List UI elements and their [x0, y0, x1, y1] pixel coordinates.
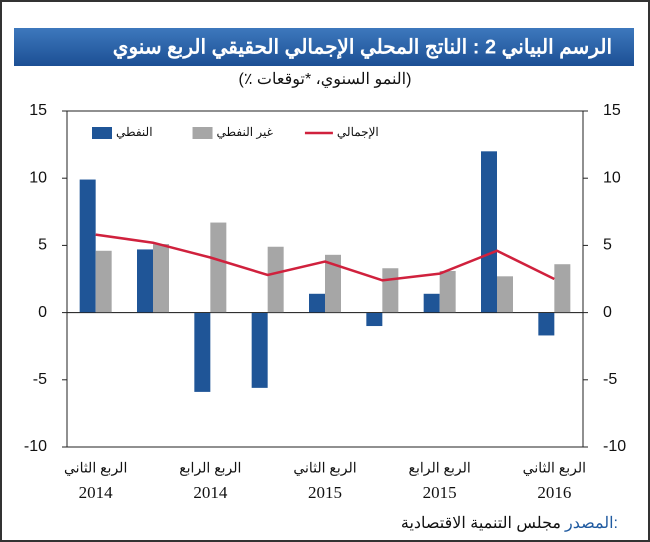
y-tick-label: -10 [24, 438, 47, 455]
y-tick-label: -5 [33, 371, 47, 388]
x-tick-label: الربع الرابع [179, 460, 241, 477]
bar [366, 312, 383, 327]
bar [439, 270, 456, 313]
y-tick-label: 10 [29, 169, 47, 186]
bar [481, 151, 497, 313]
y2-tick-label: 5 [603, 237, 612, 254]
x-tick-label: الربع الثاني [523, 460, 586, 477]
y-tick-label: 15 [29, 102, 47, 119]
y2-tick-label: -10 [603, 438, 626, 455]
legend-swatch [92, 127, 112, 139]
x-tick-label: 2014 [79, 483, 114, 502]
bar [267, 246, 284, 313]
x-tick-label: الربع الرابع [409, 460, 471, 477]
y2-tick-label: 15 [603, 102, 621, 119]
x-tick-label: 2015 [423, 483, 457, 502]
bar [538, 312, 555, 336]
bar [79, 179, 96, 313]
y2-tick-label: 10 [603, 169, 621, 186]
bar [194, 312, 211, 392]
bar [210, 222, 227, 313]
y2-tick-label: 0 [603, 304, 612, 321]
y2-tick-label: -5 [603, 371, 617, 388]
line [95, 233, 555, 282]
legend-label: النفطي [116, 125, 153, 139]
bar [423, 293, 440, 313]
x-tick-label: الربع الثاني [64, 460, 127, 477]
bar [251, 312, 268, 388]
bar [309, 293, 325, 313]
y-tick-label: 5 [38, 237, 47, 254]
legend-label: الإجمالي [337, 125, 379, 140]
source-label: المصدر: [564, 515, 618, 532]
x-tick-label: 2016 [537, 483, 571, 502]
chart-title: الرسم البياني 2 : الناتج المحلي الإجمالي… [113, 36, 612, 59]
y-tick-label: 0 [38, 304, 47, 321]
title-bar [14, 28, 634, 66]
bar [95, 250, 112, 313]
legend-label: غير النفطي [217, 125, 273, 139]
bar [137, 249, 153, 313]
bar [153, 244, 169, 313]
bar [325, 254, 341, 313]
bar [497, 276, 513, 313]
x-tick-label: الربع الثاني [293, 460, 356, 477]
x-tick-label: 2015 [308, 483, 342, 502]
plot-frame [66, 110, 584, 448]
bar [554, 264, 571, 313]
chart-subtitle: (٪ النمو السنوي، *توقعات) [239, 71, 412, 88]
source: مجلس التنمية الاقتصادية [401, 515, 561, 532]
legend-swatch [192, 127, 213, 139]
x-tick-label: 2014 [193, 483, 228, 502]
bar [382, 268, 399, 313]
